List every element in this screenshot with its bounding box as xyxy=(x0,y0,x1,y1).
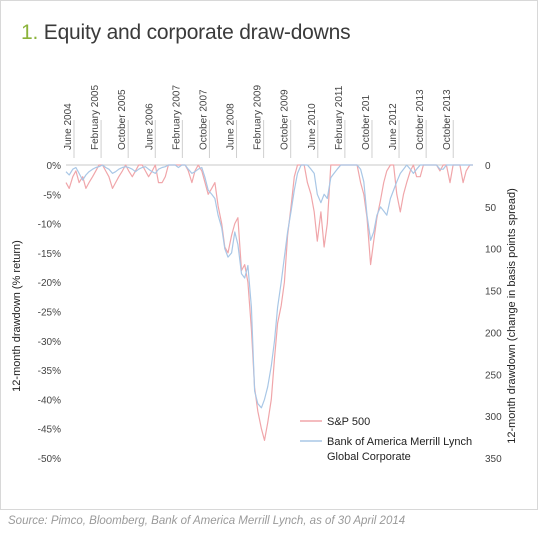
legend: S&P 500 Bank of America Merrill Lynch Gl… xyxy=(300,416,475,463)
x-tick-label: October 2005 xyxy=(117,89,128,150)
x-tick-label: October 201 xyxy=(361,95,372,150)
left-tick-label: -40% xyxy=(38,395,61,406)
x-tick: June 2008 xyxy=(226,103,238,158)
x-tick-label: June 2010 xyxy=(307,103,318,150)
x-tick-label: February 2009 xyxy=(253,85,264,150)
right-tick-label: 0 xyxy=(485,161,491,172)
chart-number: 1. xyxy=(21,21,39,44)
chart-title-text: Equity and corporate draw-downs xyxy=(43,21,351,44)
series-line-sp500 xyxy=(65,164,473,441)
right-tick-label: 200 xyxy=(485,328,502,339)
x-tick: October 2013 xyxy=(415,89,427,158)
x-tick: October 2009 xyxy=(280,89,292,158)
chart-card xyxy=(0,0,538,510)
x-tick-label: October 2013 xyxy=(442,89,453,150)
right-tick-label: 300 xyxy=(485,412,502,423)
x-tick-label: February 2011 xyxy=(334,85,345,150)
x-tick-label: June 2008 xyxy=(226,103,237,150)
right-tick-label: 50 xyxy=(485,203,497,214)
left-tick-label: -35% xyxy=(38,366,61,377)
series-line-corporate xyxy=(65,164,473,409)
right-tick-label: 100 xyxy=(485,245,502,256)
left-tick-label: 0% xyxy=(47,161,62,172)
line-chart: June 2004 February 2005 October 2005 June 2… xyxy=(11,85,518,465)
chart-title: 1. Equity and corporate draw-downs xyxy=(21,21,351,45)
left-y-axis: 0% -5% -10% -15% -20% -25% -30% -35% -40% -45% -50… xyxy=(38,161,61,465)
right-y-axis: 0 50 100 150 200 250 300 350 xyxy=(485,161,502,465)
x-tick: February 2005 xyxy=(90,85,102,158)
x-tick-label: October 2007 xyxy=(198,89,209,150)
x-tick: October 2007 xyxy=(198,89,210,158)
left-tick-label: -45% xyxy=(38,425,61,436)
x-tick: June 2010 xyxy=(307,103,319,158)
left-tick-label: -50% xyxy=(38,454,61,465)
left-tick-label: -25% xyxy=(38,308,61,319)
right-tick-label: 250 xyxy=(485,370,502,381)
right-tick-label: 150 xyxy=(485,287,502,298)
x-tick-label: June 2004 xyxy=(63,103,74,150)
x-tick: October 2005 xyxy=(117,89,129,158)
right-tick-label: 350 xyxy=(485,454,502,465)
left-tick-label: -5% xyxy=(43,190,61,201)
left-tick-label: -10% xyxy=(38,220,61,231)
legend-label-corporate: Bank of America Merrill Lynch Global Cor… xyxy=(327,436,475,463)
legend-label-sp500: S&P 500 xyxy=(327,416,370,428)
right-axis-title: 12-month drawdown (change in basis point… xyxy=(506,188,518,444)
x-tick-label: June 2012 xyxy=(388,103,399,150)
x-tick: June 2004 xyxy=(63,103,75,158)
left-tick-label: -15% xyxy=(38,249,61,260)
x-tick: February 2009 xyxy=(253,85,265,158)
x-tick-label: June 2006 xyxy=(144,103,155,150)
x-tick-label: February 2007 xyxy=(171,85,182,150)
left-axis-title: 12-month drawdown (% return) xyxy=(11,240,23,392)
x-tick-label: October 2013 xyxy=(415,89,426,150)
x-tick: February 2007 xyxy=(171,85,183,158)
x-tick-label: October 2009 xyxy=(280,89,291,150)
x-tick: June 2006 xyxy=(144,103,156,158)
x-axis: June 2004 February 2005 October 2005 June 2… xyxy=(63,85,454,158)
source-note: Source: Pimco, Bloomberg, Bank of Americ… xyxy=(8,515,406,527)
x-tick: February 2011 xyxy=(334,85,346,158)
left-tick-label: -20% xyxy=(38,278,61,289)
series-lines xyxy=(65,164,473,441)
x-tick: June 2012 xyxy=(388,103,400,158)
left-tick-label: -30% xyxy=(38,337,61,348)
x-tick: October 201 xyxy=(361,95,373,158)
x-tick-label: February 2005 xyxy=(90,85,101,150)
x-tick: October 2013 xyxy=(442,89,454,158)
